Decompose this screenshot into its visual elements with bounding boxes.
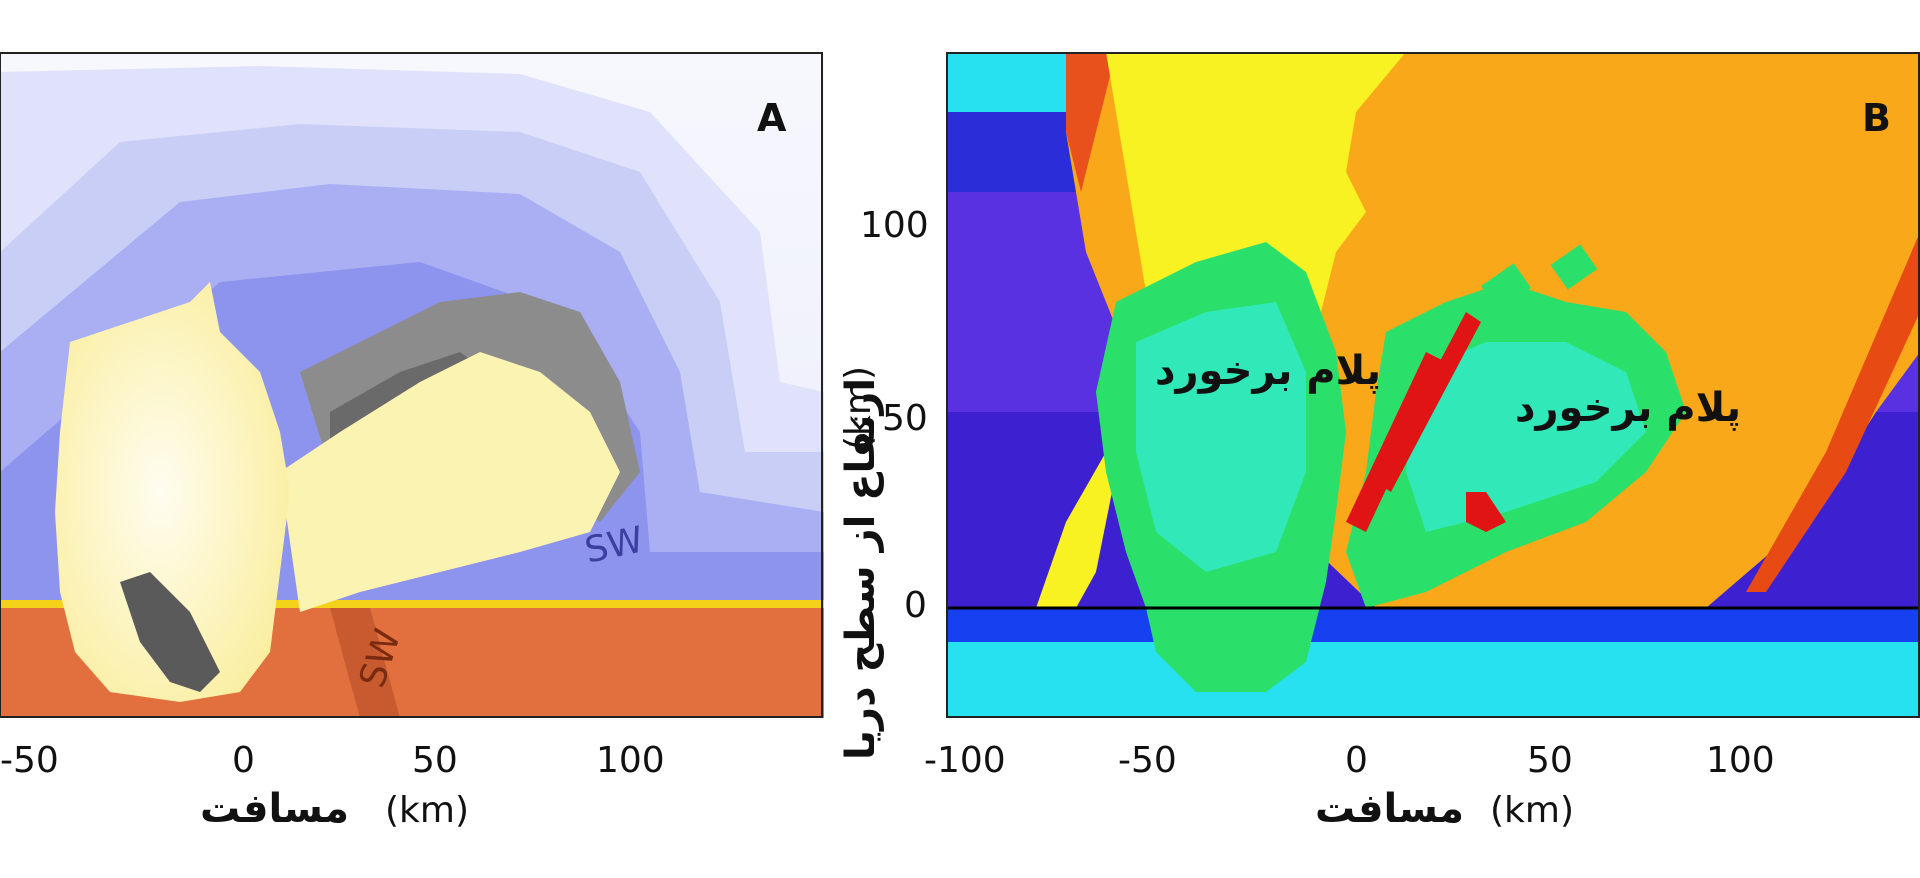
panel-b-red-corner <box>1066 52 1116 192</box>
panel-a-dark-streak <box>120 572 220 692</box>
panel-b-green-patch-2 <box>1481 263 1531 311</box>
panel-b-frame <box>946 52 1920 718</box>
panel-a-frame <box>0 52 823 718</box>
panel-b-x-tick-1: -50 <box>1118 740 1177 781</box>
panel-a-x-tick-1: 0 <box>232 740 255 781</box>
panel-b-x-tick-4: 100 <box>1706 740 1775 781</box>
panel-b-plot <box>946 52 1920 718</box>
panel-a-x-unit: (km) <box>385 790 470 831</box>
panel-b-annotation-plume-left: پلام برخورد <box>1155 348 1381 394</box>
panel-a-letter: A <box>757 96 787 140</box>
panel-b-plume-right-core <box>1406 342 1646 532</box>
panel-b-water <box>946 642 1920 718</box>
panel-b-y-tick-0: 0 <box>904 585 927 626</box>
panel-a-x-label: مسافت <box>200 786 350 832</box>
panel-b-y-unit: (km) <box>838 365 879 450</box>
panel-b-red-streak-2 <box>1376 312 1481 492</box>
panel-b-plume-left-core <box>1136 302 1306 572</box>
panel-a-x-tick-0: -50 <box>0 740 59 781</box>
panel-b-red-blob <box>1466 492 1506 532</box>
panel-b-y-tick-50: 50 <box>882 398 928 439</box>
panel-b-x-tick-0: -100 <box>924 740 1006 781</box>
panel-a-plume-right <box>280 352 620 612</box>
panel-a-plot <box>0 52 824 718</box>
panel-b-x-tick-3: 50 <box>1527 740 1573 781</box>
panel-a-surface-line <box>0 600 824 608</box>
panel-b-sea-dark <box>946 608 1920 642</box>
panel-a-plume-left <box>55 282 290 702</box>
panel-b-letter: B <box>1862 96 1891 140</box>
panel-b-x-tick-2: 0 <box>1345 740 1368 781</box>
panel-b-green-patch-1 <box>1550 244 1598 290</box>
panel-a-x-tick-2: 50 <box>412 740 458 781</box>
panel-b-x-unit: (km) <box>1490 790 1575 831</box>
panel-a-ground-shock <box>330 608 400 718</box>
panel-a-x-tick-3: 100 <box>596 740 665 781</box>
panel-b-y-tick-100: 100 <box>860 205 929 246</box>
panel-b-x-label: مسافت <box>1315 786 1465 832</box>
panel-b-annotation-plume-right: پلام برخورد <box>1515 385 1741 431</box>
